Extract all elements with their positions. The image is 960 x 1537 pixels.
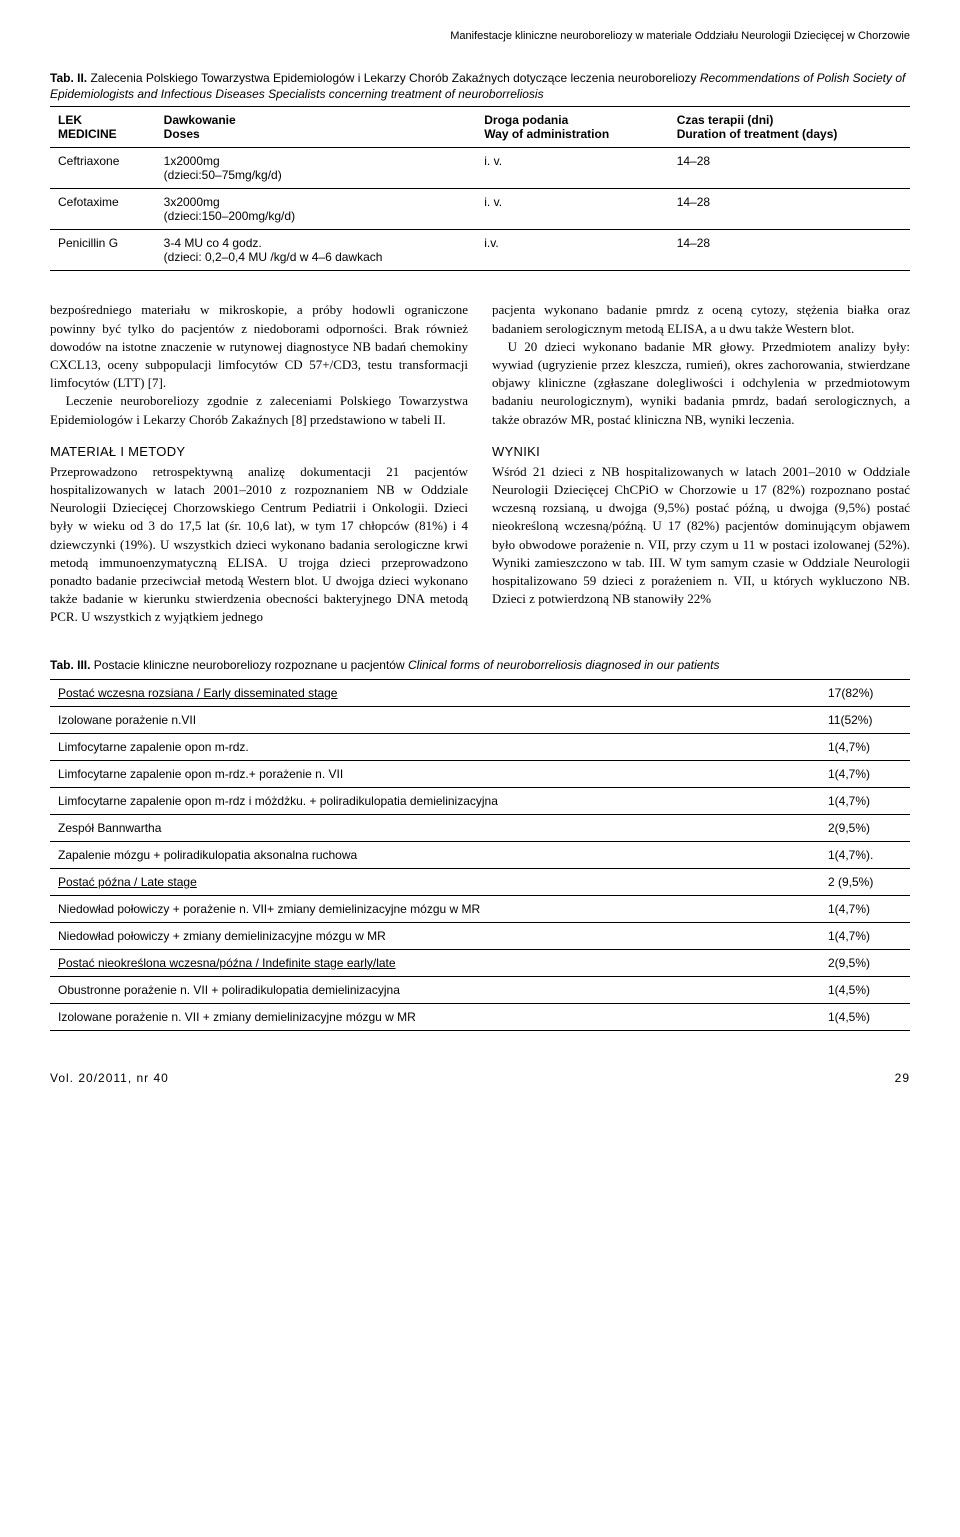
left-p2: Leczenie neuroboreliozy zgodnie z zalece…	[50, 392, 468, 428]
table3-caption-text: Postacie kliniczne neuroboreliozy rozpoz…	[90, 658, 408, 672]
section-head-material: MATERIAŁ I METODY	[50, 443, 468, 461]
table2-caption: Tab. II. Zalecenia Polskiego Towarzystwa…	[50, 70, 910, 102]
table-row: Obustronne porażenie n. VII + poliradiku…	[50, 976, 910, 1003]
label-cell: Limfocytarne zapalenie opon m-rdz.+ pora…	[50, 760, 820, 787]
val-cell: 2(9,5%)	[820, 949, 910, 976]
table-row: Postać późna / Late stage2 (9,5%)	[50, 868, 910, 895]
val-cell: 2 (9,5%)	[820, 868, 910, 895]
val-cell: 1(4,7%)	[820, 760, 910, 787]
table-row: Limfocytarne zapalenie opon m-rdz i móżd…	[50, 787, 910, 814]
val-cell: 1(4,7%)	[820, 733, 910, 760]
dur-cell: 14–28	[669, 230, 910, 271]
val-cell: 1(4,7%).	[820, 841, 910, 868]
running-head: Manifestacje kliniczne neuroboreliozy w …	[50, 30, 910, 42]
val-cell: 1(4,5%)	[820, 976, 910, 1003]
val-cell: 2(9,5%)	[820, 814, 910, 841]
label-cell: Limfocytarne zapalenie opon m-rdz i móżd…	[50, 787, 820, 814]
label-cell: Limfocytarne zapalenie opon m-rdz.	[50, 733, 820, 760]
label-cell: Niedowład połowiczy + porażenie n. VII+ …	[50, 895, 820, 922]
label-cell: Postać nieokreślona wczesna/późna / Inde…	[50, 949, 820, 976]
route-cell: i.v.	[476, 230, 668, 271]
dose-cell: 3x2000mg(dzieci:150–200mg/kg/d)	[156, 189, 477, 230]
label-cell: Postać późna / Late stage	[50, 868, 820, 895]
body-columns: bezpośredniego materiału w mikroskopie, …	[50, 301, 910, 626]
val-cell: 17(82%)	[820, 679, 910, 706]
table-row: Ceftriaxone1x2000mg(dzieci:50–75mg/kg/d)…	[50, 148, 910, 189]
route-cell: i. v.	[476, 148, 668, 189]
val-cell: 1(4,5%)	[820, 1003, 910, 1030]
table-row: Zespół Bannwartha2(9,5%)	[50, 814, 910, 841]
table-row: Zapalenie mózgu + poliradikulopatia akso…	[50, 841, 910, 868]
table3: Postać wczesna rozsiana / Early dissemin…	[50, 679, 910, 1031]
val-cell: 11(52%)	[820, 706, 910, 733]
dose-cell: 3-4 MU co 4 godz.(dzieci: 0,2–0,4 MU /kg…	[156, 230, 477, 271]
label-cell: Postać wczesna rozsiana / Early dissemin…	[50, 679, 820, 706]
table-row: Limfocytarne zapalenie opon m-rdz.1(4,7%…	[50, 733, 910, 760]
table-row: Limfocytarne zapalenie opon m-rdz.+ pora…	[50, 760, 910, 787]
val-cell: 1(4,7%)	[820, 787, 910, 814]
table2-h1: LEKMEDICINE	[50, 107, 156, 148]
table3-caption-label: Tab. III.	[50, 658, 90, 672]
table2-h2: DawkowanieDoses	[156, 107, 477, 148]
table2-caption-label: Tab. II.	[50, 71, 87, 85]
section-head-results: WYNIKI	[492, 443, 910, 461]
table-row: Izolowane porażenie n.VII11(52%)	[50, 706, 910, 733]
table-row: Penicillin G3-4 MU co 4 godz.(dzieci: 0,…	[50, 230, 910, 271]
table2: LEKMEDICINE DawkowanieDoses Droga podani…	[50, 106, 910, 271]
val-cell: 1(4,7%)	[820, 895, 910, 922]
left-p1: bezpośredniego materiału w mikroskopie, …	[50, 301, 468, 392]
label-cell: Zapalenie mózgu + poliradikulopatia akso…	[50, 841, 820, 868]
label-cell: Zespół Bannwartha	[50, 814, 820, 841]
table2-h3: Droga podaniaWay of administration	[476, 107, 668, 148]
med-cell: Cefotaxime	[50, 189, 156, 230]
table-row: Niedowład połowiczy + zmiany demieliniza…	[50, 922, 910, 949]
right-column: pacjenta wykonano badanie pmrdz z oceną …	[492, 301, 910, 626]
label-cell: Izolowane porażenie n. VII + zmiany demi…	[50, 1003, 820, 1030]
right-p1: pacjenta wykonano badanie pmrdz z oceną …	[492, 301, 910, 337]
right-p2: U 20 dzieci wykonano badanie MR głowy. P…	[492, 338, 910, 429]
dur-cell: 14–28	[669, 189, 910, 230]
table3-caption: Tab. III. Postacie kliniczne neuroboreli…	[50, 657, 910, 673]
table-row: Niedowład połowiczy + porażenie n. VII+ …	[50, 895, 910, 922]
route-cell: i. v.	[476, 189, 668, 230]
right-p3: Wśród 21 dzieci z NB hospitalizowanych w…	[492, 463, 910, 609]
left-column: bezpośredniego materiału w mikroskopie, …	[50, 301, 468, 626]
table2-caption-text: Zalecenia Polskiego Towarzystwa Epidemio…	[87, 71, 700, 85]
table-row: Cefotaxime3x2000mg(dzieci:150–200mg/kg/d…	[50, 189, 910, 230]
page-footer: Vol. 20/2011, nr 40 29	[50, 1071, 910, 1085]
dur-cell: 14–28	[669, 148, 910, 189]
label-cell: Obustronne porażenie n. VII + poliradiku…	[50, 976, 820, 1003]
footer-right: 29	[895, 1071, 910, 1085]
table3-caption-italic: Clinical forms of neuroborreliosis diagn…	[408, 658, 720, 672]
table2-h4: Czas terapii (dni)Duration of treatment …	[669, 107, 910, 148]
dose-cell: 1x2000mg(dzieci:50–75mg/kg/d)	[156, 148, 477, 189]
med-cell: Penicillin G	[50, 230, 156, 271]
left-p3: Przeprowadzono retrospektywną analizę do…	[50, 463, 468, 627]
footer-left: Vol. 20/2011, nr 40	[50, 1071, 169, 1085]
table-row: Postać wczesna rozsiana / Early dissemin…	[50, 679, 910, 706]
label-cell: Niedowład połowiczy + zmiany demieliniza…	[50, 922, 820, 949]
table2-header-row: LEKMEDICINE DawkowanieDoses Droga podani…	[50, 107, 910, 148]
med-cell: Ceftriaxone	[50, 148, 156, 189]
table-row: Izolowane porażenie n. VII + zmiany demi…	[50, 1003, 910, 1030]
table-row: Postać nieokreślona wczesna/późna / Inde…	[50, 949, 910, 976]
val-cell: 1(4,7%)	[820, 922, 910, 949]
label-cell: Izolowane porażenie n.VII	[50, 706, 820, 733]
